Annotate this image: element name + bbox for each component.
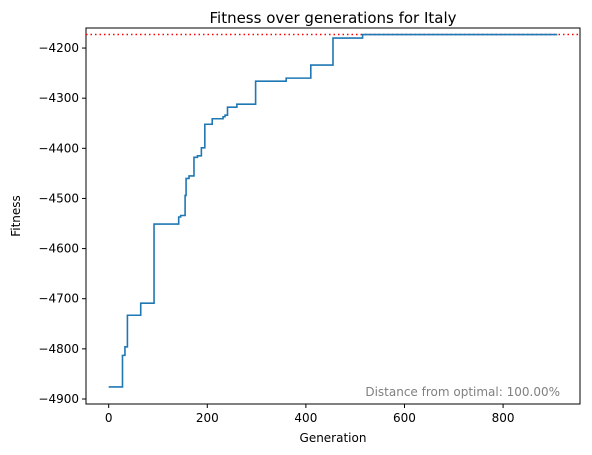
y-tick-label: −4300 [38, 91, 79, 105]
y-tick-label: −4700 [38, 292, 79, 306]
x-tick-label: 600 [393, 411, 416, 425]
y-tick-label: −4500 [38, 191, 79, 205]
series-layer [108, 33, 558, 388]
y-tick-label: −4200 [38, 41, 79, 55]
plot-frame [85, 27, 581, 405]
chart-title: Fitness over generations for Italy [209, 9, 456, 27]
y-axis-label: Fitness [9, 195, 23, 237]
plot-area: 0 200 400 600 800 −4200−4300−4400−4500−4600−… [38, 27, 581, 425]
x-tick-label: 0 [105, 411, 113, 425]
y-tick-label: −4400 [38, 141, 79, 155]
y-tick-label: −4900 [38, 392, 79, 406]
x-axis: 0 200 400 600 800 [105, 404, 515, 425]
x-tick-label: 400 [294, 411, 317, 425]
y-tick-label: −4800 [38, 342, 79, 356]
x-tick-label: 200 [196, 411, 219, 425]
x-tick-label: 800 [492, 411, 515, 425]
y-axis: −4200 −4300 −4400 −4500 −4600 −4700 −4800 −4900 [38, 41, 86, 406]
x-axis-label: Generation [300, 431, 367, 445]
y-tick-label: −4600 [38, 242, 79, 256]
distance-annotation: Distance from optimal: 100.00% [365, 385, 560, 399]
fitness-series-line [108, 33, 558, 388]
